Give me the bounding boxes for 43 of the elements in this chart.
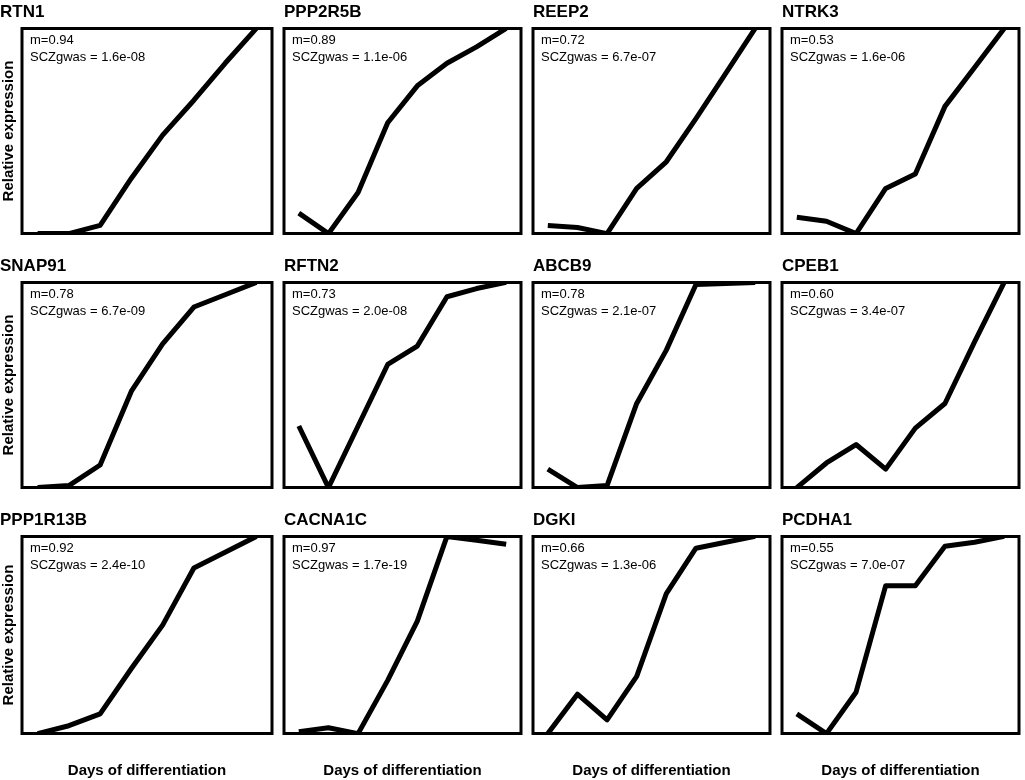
chart-title: DGKI [533,509,576,529]
y-axis-title: Relative expression [0,314,17,456]
annotation: SCZgwas = 2.1e-07 [541,303,657,319]
annotation: SCZgwas = 6.7e-07 [541,49,657,65]
chart-title: RTN1 [0,1,45,21]
annotation: m=0.53 [790,32,834,48]
annotation: m=0.92 [30,540,74,556]
annotation: m=0.78 [541,286,585,302]
annotation: SCZgwas = 7.0e-07 [790,557,906,573]
x-axis-title: Days of differentiation [67,761,227,779]
x-axis-title: Days of differentiation [323,761,482,779]
chart-title: REEP2 [533,1,589,21]
annotation: m=0.72 [541,32,585,48]
annotation: m=0.60 [790,286,834,302]
chart-title: CACNA1C [284,509,368,529]
chart-title: PCDHA1 [782,509,852,529]
annotation: m=0.97 [292,540,336,556]
y-axis-title: Relative expression [0,564,17,706]
annotation: SCZgwas = 1.6e-08 [30,49,146,65]
annotation: m=0.78 [30,286,74,302]
annotation: SCZgwas = 1.6e-06 [790,49,906,65]
annotation: SCZgwas = 1.1e-06 [292,49,408,65]
chart-title: RFTN2 [284,255,339,275]
chart-title: PPP2R5B [284,1,362,21]
annotation: SCZgwas = 1.7e-19 [292,557,408,573]
annotation: SCZgwas = 1.3e-06 [541,557,657,573]
annotation: SCZgwas = 2.0e-08 [292,303,408,319]
annotation: m=0.94 [30,32,74,48]
annotation: m=0.89 [292,32,336,48]
annotation: SCZgwas = 3.4e-07 [790,303,906,319]
x-axis-title: Days of differentiation [572,761,731,779]
annotation: SCZgwas = 2.4e-10 [30,557,146,573]
annotation: SCZgwas = 6.7e-09 [30,303,146,319]
chart-title: CPEB1 [782,255,839,275]
chart-title: NTRK3 [782,1,839,21]
chart-title: ABCB9 [533,255,592,275]
annotation: m=0.73 [292,286,336,302]
x-axis-title: Days of differentiation [821,761,980,779]
annotation: m=0.66 [541,540,585,556]
annotation: m=0.55 [790,540,834,556]
y-axis-title: Relative expression [0,60,17,202]
chart-title: SNAP91 [0,255,67,275]
chart-title: PPP1R13B [0,509,87,529]
